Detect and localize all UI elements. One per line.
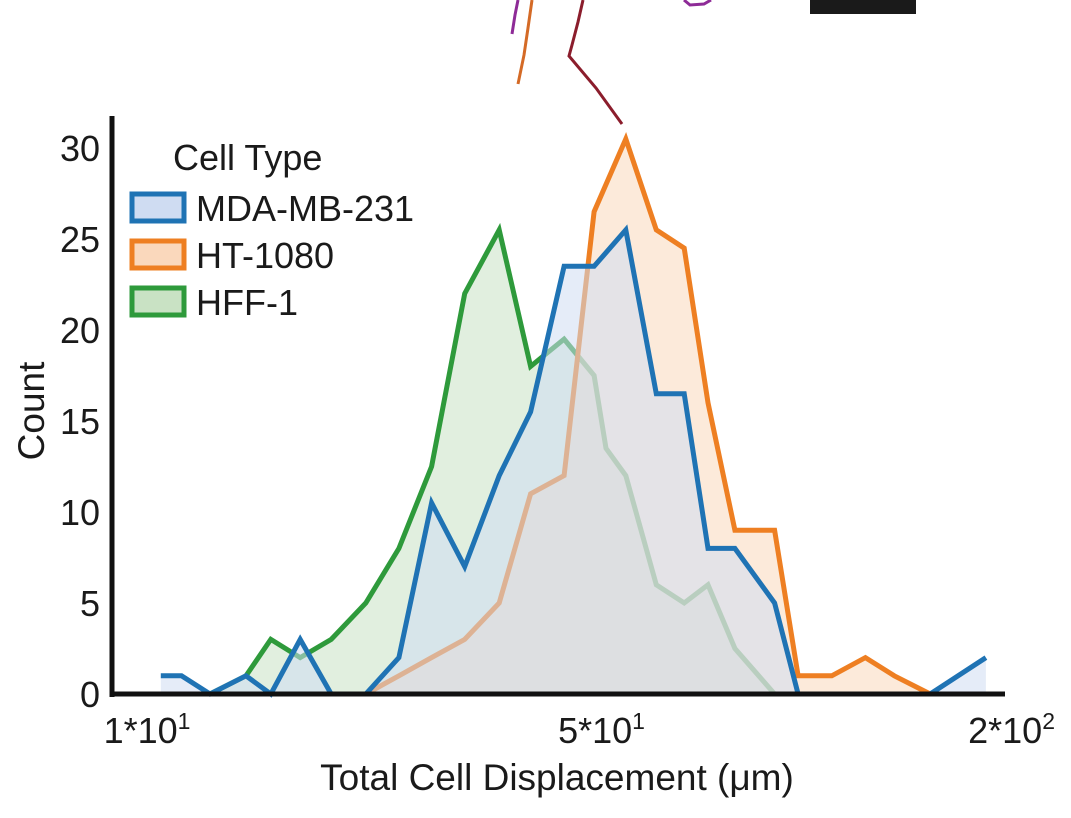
- legend-swatch-mda-mb-231: [129, 191, 187, 224]
- legend-label-hff-1: HFF-1: [196, 282, 298, 323]
- x-tick-exponent: 1: [178, 708, 191, 734]
- legend-title: Cell Type: [173, 137, 322, 178]
- x-tick-label: 1*101: [104, 708, 191, 751]
- trajectory-purple-2: [683, 0, 712, 7]
- y-tick-label: 0: [80, 674, 100, 715]
- x-tick-exponent: 2: [1042, 708, 1055, 734]
- y-tick-labels: 0 5 10 15 20 25 30: [60, 128, 100, 715]
- legend-label-ht-1080: HT-1080: [196, 235, 334, 276]
- x-tick-base: 5*10: [558, 710, 632, 751]
- x-tick-exponent: 1: [632, 708, 645, 734]
- x-tick-labels: 1*101 5*101 2*102: [104, 708, 1055, 751]
- x-tick-label: 5*101: [558, 708, 645, 751]
- x-axis-label: Total Cell Displacement (μm): [320, 757, 794, 798]
- trajectory-darkred: [567, 0, 624, 125]
- y-axis-label: Count: [11, 361, 52, 460]
- y-tick-label: 20: [60, 310, 100, 351]
- legend-swatch-hff-1: [129, 285, 187, 318]
- y-tick-label: 5: [80, 583, 100, 624]
- legend: Cell Type MDA-MB-231 HT-1080 HFF-1: [129, 137, 414, 323]
- legend-label-mda-mb-231: MDA-MB-231: [196, 188, 414, 229]
- x-tick-base: 1*10: [104, 710, 178, 751]
- scale-bar: [810, 0, 916, 14]
- y-tick-label: 30: [60, 128, 100, 169]
- legend-swatch-ht-1080: [129, 238, 187, 271]
- trajectory-orange: [516, 0, 534, 85]
- trajectory-inset-fragment: [510, 0, 916, 125]
- x-tick-label: 2*102: [968, 708, 1055, 751]
- legend-items: MDA-MB-231 HT-1080 HFF-1: [129, 188, 414, 323]
- y-tick-label: 25: [60, 219, 100, 260]
- y-tick-label: 15: [60, 401, 100, 442]
- y-tick-label: 10: [60, 492, 100, 533]
- trajectory-purple: [510, 0, 520, 35]
- x-tick-base: 2*10: [968, 710, 1042, 751]
- series-area-mda-mb-231: [160, 229, 986, 694]
